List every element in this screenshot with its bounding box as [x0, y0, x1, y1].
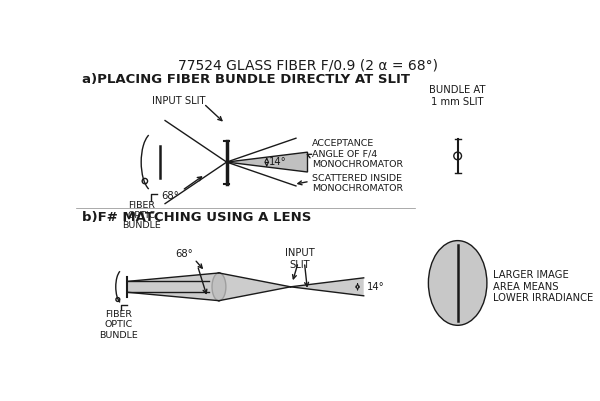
Ellipse shape [428, 241, 487, 325]
Polygon shape [127, 273, 219, 301]
Text: SCATTERED INSIDE
MONOCHROMATOR: SCATTERED INSIDE MONOCHROMATOR [312, 174, 403, 193]
Text: 68°: 68° [161, 191, 179, 201]
Polygon shape [227, 152, 308, 172]
Text: 14°: 14° [367, 282, 385, 292]
Text: ACCEPTANCE
ANGLE OF F/4
MONOCHROMATOR: ACCEPTANCE ANGLE OF F/4 MONOCHROMATOR [312, 140, 403, 169]
Text: a)PLACING FIBER BUNDLE DIRECTLY AT SLIT: a)PLACING FIBER BUNDLE DIRECTLY AT SLIT [82, 73, 410, 86]
Text: 14°: 14° [269, 157, 287, 167]
Text: INPUT SLIT: INPUT SLIT [152, 96, 206, 106]
Text: LARGER IMAGE
AREA MEANS
LOWER IRRADIANCE: LARGER IMAGE AREA MEANS LOWER IRRADIANCE [493, 270, 593, 304]
Text: FIBER
OPTIC
BUNDLE: FIBER OPTIC BUNDLE [100, 310, 138, 340]
Text: 77524 GLASS FIBER F/0.9 (2 α = 68°): 77524 GLASS FIBER F/0.9 (2 α = 68°) [178, 59, 437, 73]
Polygon shape [290, 278, 364, 296]
Polygon shape [219, 273, 290, 301]
Text: b)F# MATCHING USING A LENS: b)F# MATCHING USING A LENS [82, 211, 311, 225]
Text: 68°: 68° [175, 249, 193, 259]
Text: INPUT
SLIT: INPUT SLIT [285, 248, 314, 270]
Polygon shape [212, 273, 226, 301]
Text: BUNDLE AT
1 mm SLIT: BUNDLE AT 1 mm SLIT [430, 85, 486, 107]
Text: FIBER
OPTIC
BUNDLE: FIBER OPTIC BUNDLE [122, 200, 161, 231]
